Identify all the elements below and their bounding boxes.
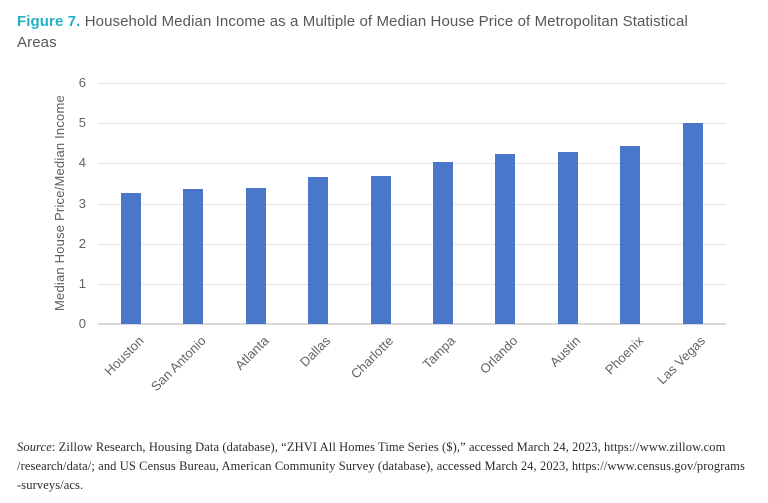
gridline-y-4 — [98, 163, 726, 165]
bar-atlanta — [245, 187, 266, 324]
gridline-y-5 — [98, 123, 726, 125]
x-tick-label-austin: Austin — [546, 333, 584, 370]
y-tick-label-4: 4 — [78, 155, 86, 171]
y-tick-label-2: 2 — [78, 235, 86, 251]
x-tick-label-houston: Houston — [101, 333, 147, 379]
figure-title-text: Household Median Income as a Multiple of… — [17, 13, 688, 51]
y-tick-label-1: 1 — [78, 275, 86, 291]
source-note: Source: Zillow Research, Housing Data (d… — [17, 438, 757, 495]
x-tick-label-orlando: Orlando — [477, 333, 521, 377]
bar-dallas — [308, 177, 329, 324]
x-tick-label-tampa: Tampa — [420, 333, 459, 372]
bar-tampa — [433, 161, 453, 324]
x-tick-label-dallas: Dallas — [297, 333, 334, 370]
source-line: Source: Zillow Research, Housing Data (d… — [17, 440, 726, 454]
bar-charlotte — [370, 175, 391, 324]
bar-austin — [557, 152, 578, 324]
bar-phoenix — [620, 145, 641, 324]
x-tick-label-atlanta: Atlanta — [231, 333, 272, 373]
source-word: Source — [17, 440, 52, 454]
y-tick-label-0: 0 — [78, 316, 86, 331]
bar-orlando — [495, 153, 516, 324]
y-tick-label-3: 3 — [78, 195, 86, 211]
bar-san-antonio — [183, 189, 204, 324]
figure-title: Figure 7. Household Median Income as a M… — [17, 11, 703, 53]
gridline-y-3 — [98, 203, 726, 205]
x-tick-label-las-vegas: Las Vegas — [654, 333, 709, 388]
figure-number: Figure 7. — [17, 13, 81, 30]
x-tick-label-charlotte: Charlotte — [347, 333, 397, 382]
plot-area — [98, 83, 726, 325]
x-tick-label-san-antonio: San Antonio — [148, 333, 209, 394]
bar-las-vegas — [682, 123, 703, 324]
gridline-y-6 — [98, 83, 726, 84]
x-tick-label-phoenix: Phoenix — [601, 333, 646, 378]
y-tick-label-6: 6 — [78, 75, 86, 90]
source-line: -surveys/acs. — [17, 478, 84, 492]
x-axis-line — [98, 323, 726, 325]
y-tick-label-5: 5 — [78, 115, 86, 131]
gridline-y-2 — [98, 243, 726, 245]
gridline-y-1 — [98, 283, 726, 285]
source-line: /research/data/; and US Census Bureau, A… — [17, 459, 745, 473]
bar-houston — [121, 193, 141, 324]
